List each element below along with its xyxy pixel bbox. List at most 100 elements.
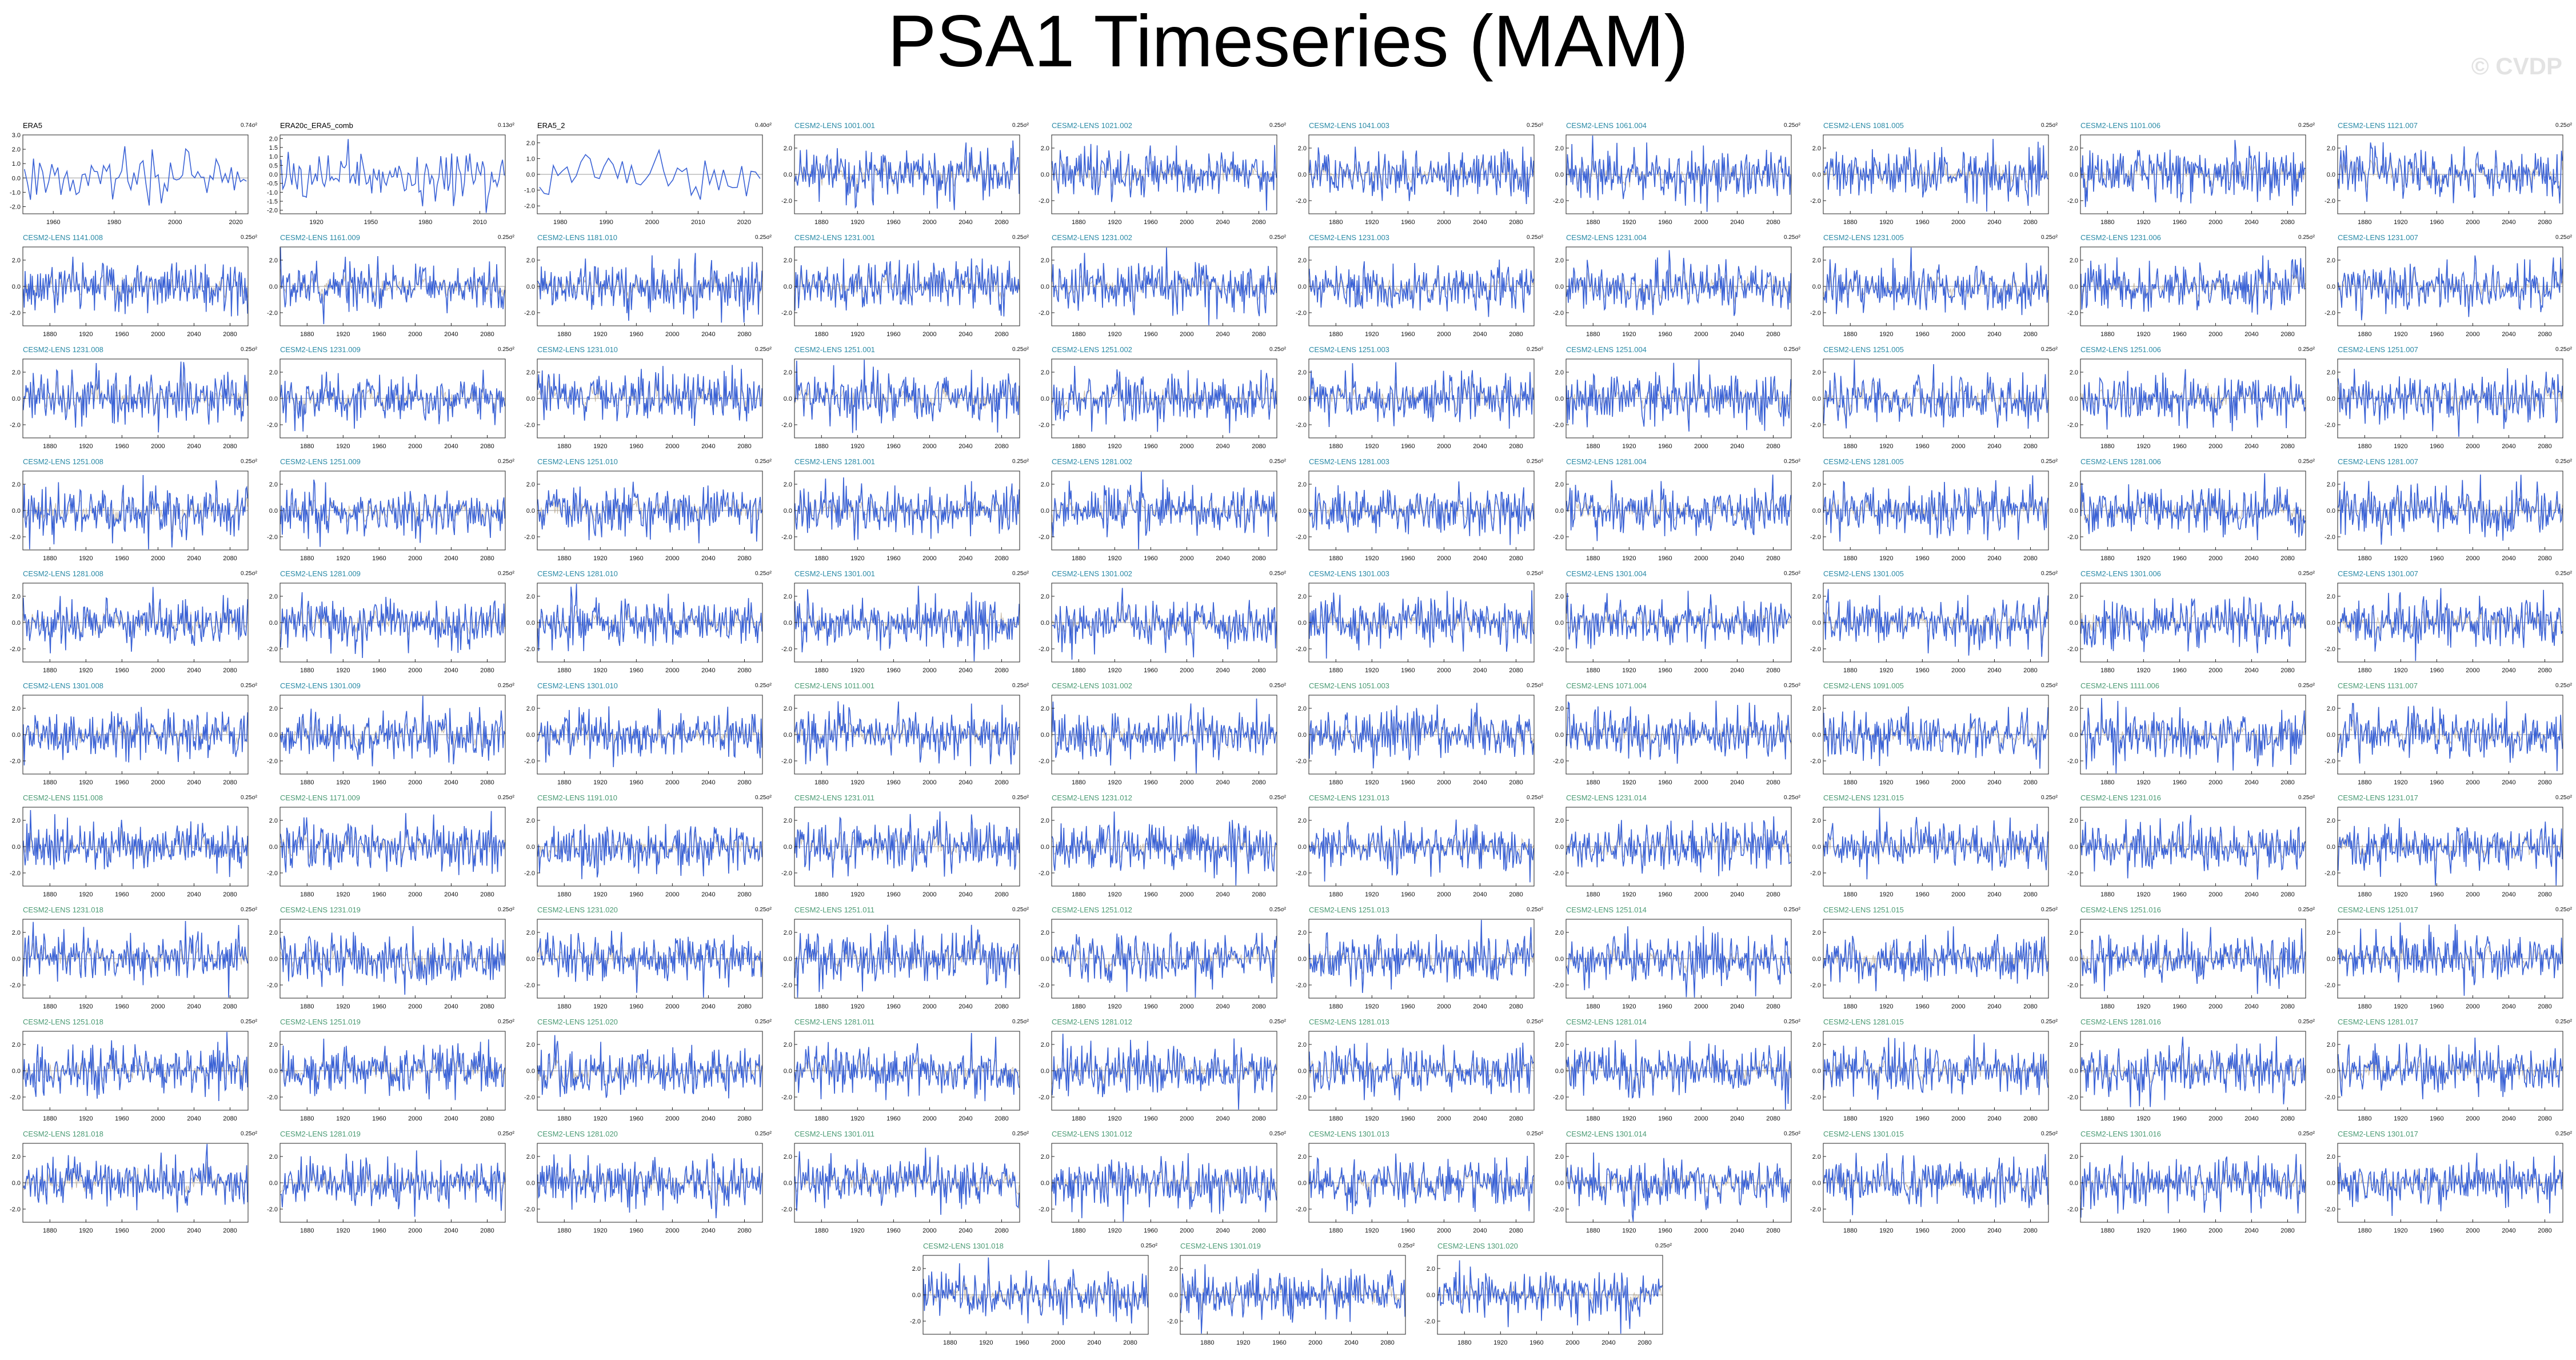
panel-variance-label: 0.25σ² [241, 234, 257, 241]
y-tick-label: 0.0 [1041, 620, 1049, 627]
x-tick-label: 2000 [2466, 443, 2479, 450]
x-tick-label: 2000 [1951, 1227, 1965, 1234]
x-tick-label: 1960 [1272, 1339, 1286, 1346]
timeseries-panel: CESM2-LENS 1151.008 0.25σ² 2.0 0.0 -2.0 1880 1… [2, 793, 259, 906]
y-tick-label: -2.0 [267, 310, 278, 317]
x-tick-label: 2040 [1987, 1227, 2001, 1234]
series-line [537, 1035, 762, 1099]
x-tick-label: 2000 [1437, 1003, 1451, 1010]
timeseries-panel: CESM2-LENS 1251.015 0.25σ² 2.0 0.0 -2.0 1880 1… [1803, 906, 2060, 1018]
timeseries-panel: CESM2-LENS 1101.006 0.25σ² 2.0 0.0 -2.0 1880 1… [2060, 121, 2317, 233]
x-tick-label: 1960 [1015, 1339, 1029, 1346]
x-tick-label: 1960 [1144, 667, 1157, 674]
x-tick-label: 1880 [814, 555, 828, 562]
panel-title: CESM2-LENS 1301.014 [1566, 1130, 1647, 1138]
x-tick-label: 1880 [2100, 1003, 2114, 1010]
y-tick-label: 2.0 [1298, 817, 1307, 824]
x-tick-label: 2080 [995, 1115, 1008, 1122]
panel-title: CESM2-LENS 1101.006 [2080, 121, 2160, 130]
panel-variance-label: 0.25σ² [241, 571, 257, 577]
y-tick-label: -2.0 [2067, 758, 2078, 765]
x-tick-label: 2080 [2538, 1115, 2551, 1122]
x-tick-label: 1960 [2430, 1227, 2443, 1234]
x-tick-label: 2040 [1987, 891, 2001, 898]
y-tick-label: -2.0 [2067, 870, 2078, 877]
panel-plot: 2.0 0.0 -2.0 1880 1920 1960 2000 2040 2080 [2325, 246, 2563, 338]
x-tick-label: 1960 [372, 667, 386, 674]
series-line [2338, 474, 2563, 545]
x-tick-label: 1920 [2136, 331, 2150, 338]
series-line [1823, 808, 2048, 880]
timeseries-panel: CESM2-LENS 1251.012 0.25σ² 2.0 0.0 -2.0 1880 1… [1031, 906, 1288, 1018]
y-tick-label: -2.0 [1810, 758, 1821, 765]
x-tick-label: 2000 [922, 667, 936, 674]
timeseries-panel: CESM2-LENS 1281.012 0.25σ² 2.0 0.0 -2.0 1880 1… [1031, 1018, 1288, 1130]
x-tick-label: 1960 [115, 443, 129, 450]
timeseries-panel: CESM2-LENS 1301.007 0.25σ² 2.0 0.0 -2.0 1880 1… [2317, 569, 2574, 681]
x-tick-label: 1920 [2394, 331, 2407, 338]
panel-plot: 2.0 0.0 -2.0 1880 1920 1960 2000 2040 2080 [781, 695, 1020, 786]
x-tick-label: 1960 [372, 331, 386, 338]
panel-plot: 2.0 0.0 -2.0 1880 1920 1960 2000 2040 2080 [1039, 919, 1277, 1010]
x-tick-label: 2080 [2538, 219, 2551, 226]
timeseries-panel: CESM2-LENS 1131.007 0.25σ² 2.0 0.0 -2.0 1880 1… [2317, 681, 2574, 793]
y-tick-label: -2.0 [781, 534, 792, 541]
x-tick-label: 2000 [922, 1227, 936, 1234]
timeseries-panel: CESM2-LENS 1001.001 0.25σ² 2.0 0.0 -2.0 1880 1… [774, 121, 1031, 233]
panel-plot: 2.0 0.0 -2.0 1880 1920 1960 2000 2040 2080 [781, 1143, 1020, 1234]
y-tick-label: -2.0 [1167, 1318, 1178, 1325]
y-tick-label: 2.0 [1812, 1154, 1821, 1160]
x-tick-label: 2080 [737, 667, 751, 674]
y-tick-label: 0.0 [12, 732, 21, 739]
panel-plot: 2.0 0.0 -2.0 1880 1920 1960 2000 2040 2080 [781, 583, 1020, 674]
panel-plot: 2.0 0.0 -2.0 1880 1920 1960 2000 2040 2080 [781, 470, 1020, 562]
panel-title: CESM2-LENS 1231.020 [537, 906, 618, 914]
timeseries-panel: CESM2-LENS 1251.013 0.25σ² 2.0 0.0 -2.0 1880 1… [1288, 906, 1545, 1018]
y-tick-label: 0.0 [12, 956, 21, 963]
x-tick-label: 2080 [2538, 667, 2551, 674]
x-tick-label: 1920 [1108, 443, 1121, 450]
x-tick-label: 2080 [995, 1227, 1008, 1234]
y-tick-label: 0.0 [1041, 732, 1049, 739]
x-tick-label: 1920 [2136, 555, 2150, 562]
y-tick-label: -2.0 [1296, 870, 1307, 877]
x-tick-label: 2040 [2244, 331, 2258, 338]
y-tick-label: 0.0 [2327, 172, 2335, 178]
y-tick-label: 2.0 [526, 930, 535, 936]
y-tick-label: 0.0 [2070, 1068, 2078, 1075]
panel-variance-label: 0.25σ² [2041, 571, 2058, 577]
y-tick-label: 2.0 [2070, 481, 2078, 488]
x-tick-label: 2000 [1437, 779, 1451, 786]
x-tick-label: 2040 [2502, 443, 2515, 450]
x-tick-label: 2080 [737, 331, 751, 338]
y-tick-label: -1.5 [267, 198, 278, 205]
panel-plot: 2.0 0.0 -2.0 1880 1920 1960 2000 2040 2080 [1553, 583, 1792, 674]
panel-title: CESM2-LENS 1281.013 [1309, 1018, 1389, 1026]
x-tick-label: 2040 [444, 443, 458, 450]
x-tick-label: 1920 [593, 331, 607, 338]
panel-variance-label: 0.25σ² [1527, 1019, 1543, 1025]
y-tick-label: 0.0 [1041, 172, 1049, 178]
panel-variance-label: 0.25σ² [1527, 1131, 1543, 1137]
x-tick-label: 1920 [850, 1115, 864, 1122]
x-tick-label: 1960 [1401, 779, 1415, 786]
x-tick-label: 1960 [2172, 1227, 2186, 1234]
x-tick-label: 2080 [2538, 331, 2551, 338]
panel-title: CESM2-LENS 1301.003 [1309, 569, 1389, 578]
x-tick-label: 2040 [187, 1115, 201, 1122]
panel-plot: 2.0 0.0 -2.0 1880 1920 1960 2000 2040 2080 [1810, 919, 2049, 1010]
timeseries-panel: CESM2-LENS 1301.012 0.25σ² 2.0 0.0 -2.0 1880 1… [1031, 1130, 1288, 1242]
x-tick-label: 1920 [79, 779, 93, 786]
x-tick-label: 1880 [557, 1115, 571, 1122]
series-line [280, 479, 505, 547]
x-tick-label: 1960 [2172, 1003, 2186, 1010]
panel-title: CESM2-LENS 1301.008 [23, 681, 103, 690]
x-tick-label: 2040 [1730, 555, 1744, 562]
panel-variance-label: 0.25σ² [2298, 458, 2315, 465]
x-tick-label: 1920 [593, 1003, 607, 1010]
panel-title: CESM2-LENS 1281.003 [1309, 457, 1389, 466]
x-tick-label: 1920 [1365, 1227, 1379, 1234]
timeseries-panel: CESM2-LENS 1231.016 0.25σ² 2.0 0.0 -2.0 1880 1… [2060, 793, 2317, 906]
panel-plot: 2.0 0.0 -2.0 1880 1920 1960 2000 2040 2080 [2325, 583, 2563, 674]
panel-plot: 2.0 0.0 -2.0 1880 1920 1960 2000 2040 2080 [524, 919, 763, 1010]
